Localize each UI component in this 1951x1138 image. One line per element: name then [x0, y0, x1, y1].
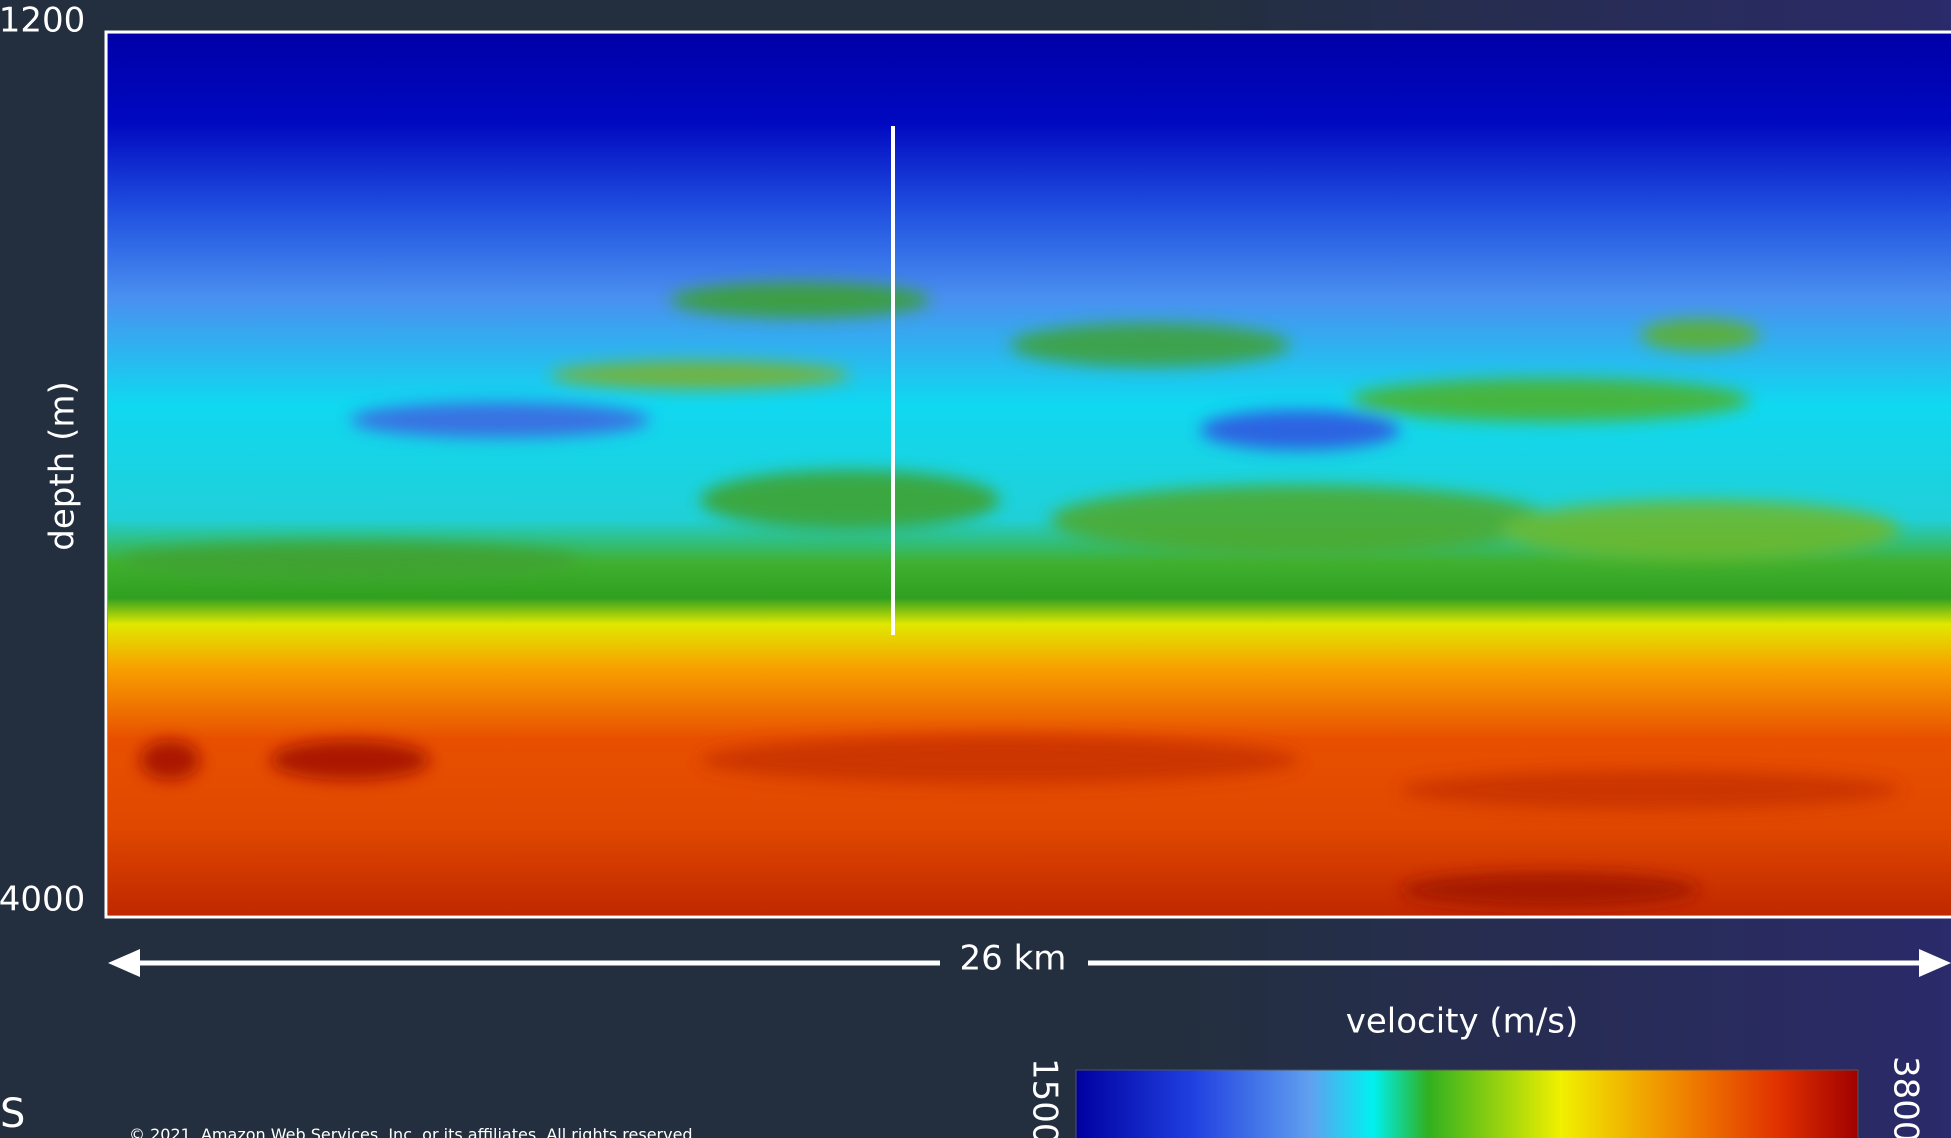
depth-top: 1200 — [0, 1, 85, 41]
colorbar-min: 1500 — [1025, 1058, 1065, 1138]
velocity-image — [108, 34, 1951, 915]
width-label: 26 km — [960, 939, 1067, 979]
colorbar-label: velocity (m/s) — [1346, 1002, 1579, 1042]
depth-label: depth (m) — [43, 381, 83, 550]
depth-bottom: 4000 — [0, 880, 85, 920]
copyright: © 2021, Amazon Web Services, Inc. or its… — [129, 1125, 698, 1138]
colorbar-max: 3800 — [1886, 1056, 1926, 1138]
logo-fragment: S — [0, 1091, 25, 1137]
slide: 1200 4000 depth (m) 26 km velocity (m/s)… — [0, 0, 1951, 1138]
colorbar — [1076, 1070, 1858, 1138]
